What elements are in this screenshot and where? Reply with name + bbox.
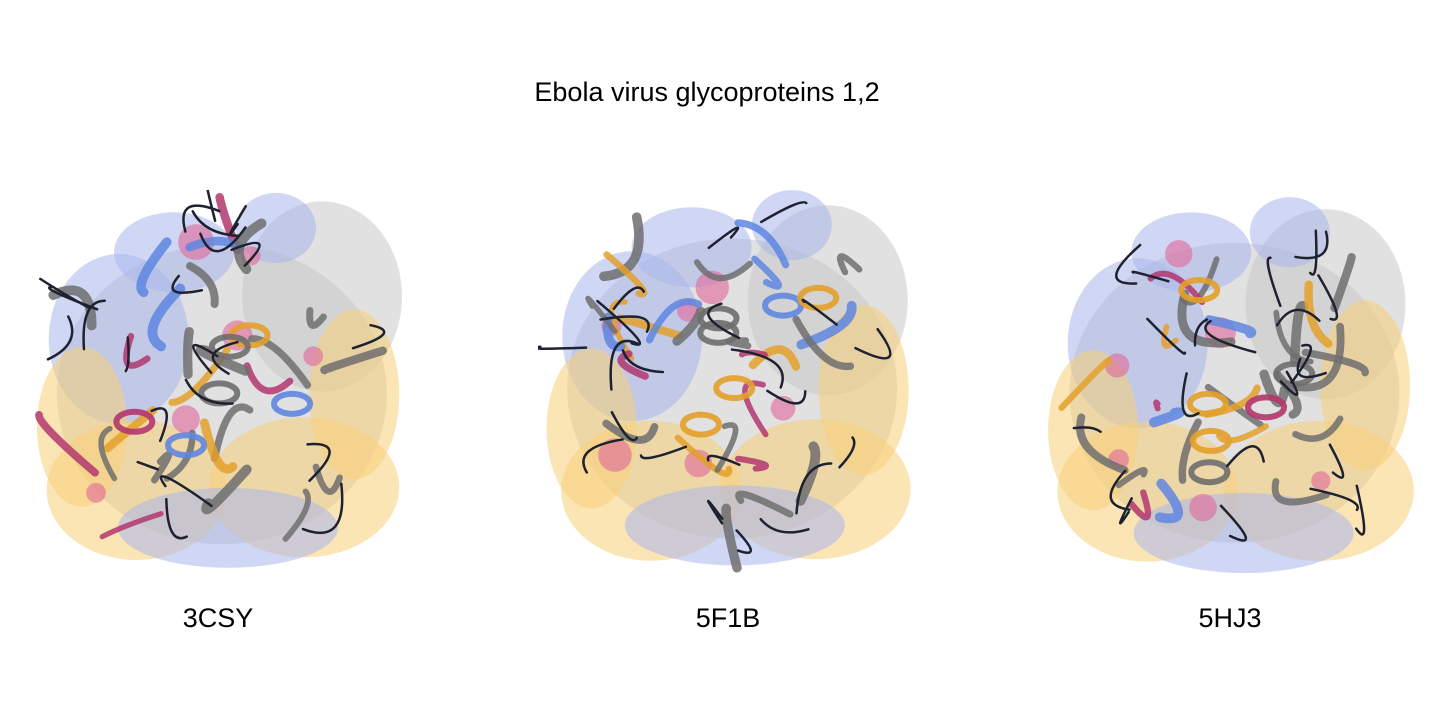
panel-label: 5F1B bbox=[695, 603, 761, 633]
structure-panel-3csy: 3CSY bbox=[28, 190, 408, 640]
panel-label: 5HJ3 bbox=[1198, 603, 1262, 633]
figure-title: Ebola virus glycoproteins 1,2 bbox=[534, 77, 880, 107]
structure-panel-5f1b: 5F1B bbox=[538, 190, 918, 640]
protein-structure-image bbox=[35, 190, 403, 568]
protein-structure-image bbox=[1048, 197, 1414, 573]
panel-label: 3CSY bbox=[182, 603, 254, 633]
protein-structure-image bbox=[538, 190, 911, 573]
structure-panel-5hj3: 5HJ3 bbox=[1040, 190, 1420, 640]
